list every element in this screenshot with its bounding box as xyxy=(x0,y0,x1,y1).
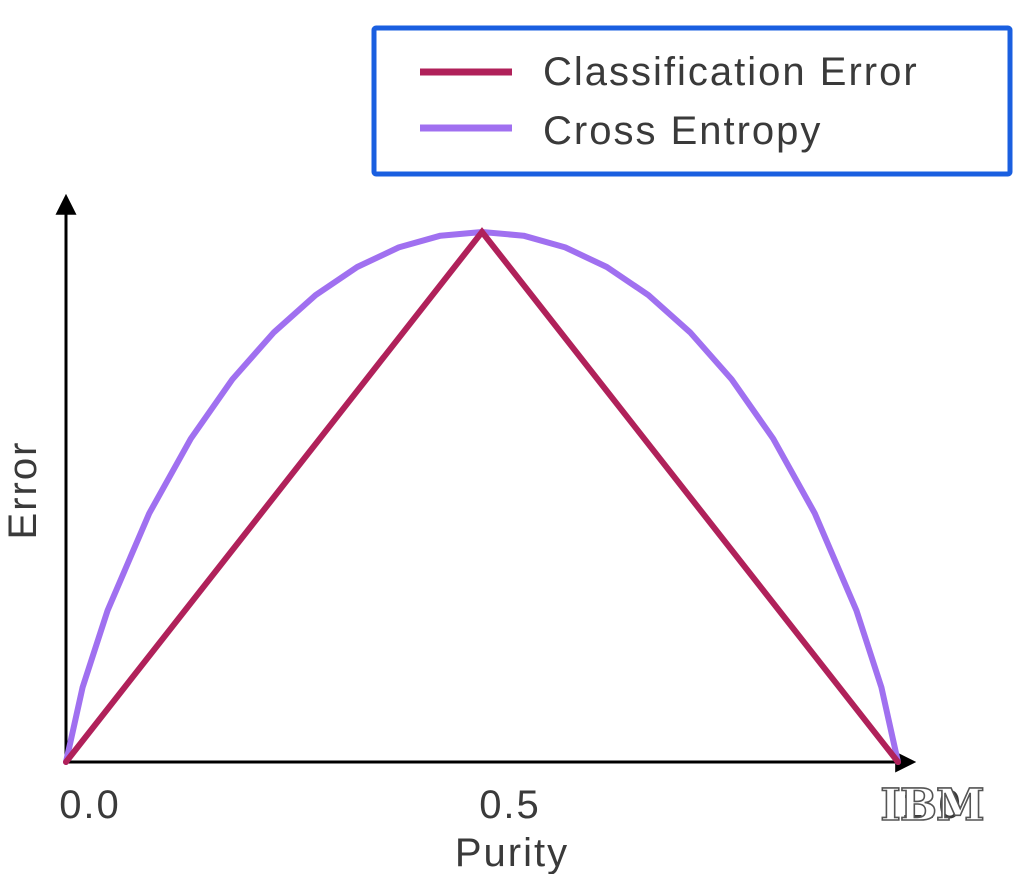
legend-box xyxy=(371,25,1013,177)
legend-label-classification-error: Classification Error xyxy=(543,50,919,94)
series-line-classification-error xyxy=(63,227,901,765)
x-tick-label-2: 1.0 xyxy=(901,783,963,827)
legend: Classification Error Cross Entropy xyxy=(371,25,1013,177)
series-line-cross-entropy xyxy=(63,229,901,765)
x-tick-label-0: 0.0 xyxy=(59,783,121,827)
legend-label-cross-entropy: Cross Entropy xyxy=(543,109,822,153)
y-axis-title: Error xyxy=(1,441,45,540)
ibm-logo: IBM xyxy=(880,780,983,831)
x-axis-title: Purity xyxy=(455,831,569,874)
x-tick-label-1: 0.5 xyxy=(479,783,541,827)
